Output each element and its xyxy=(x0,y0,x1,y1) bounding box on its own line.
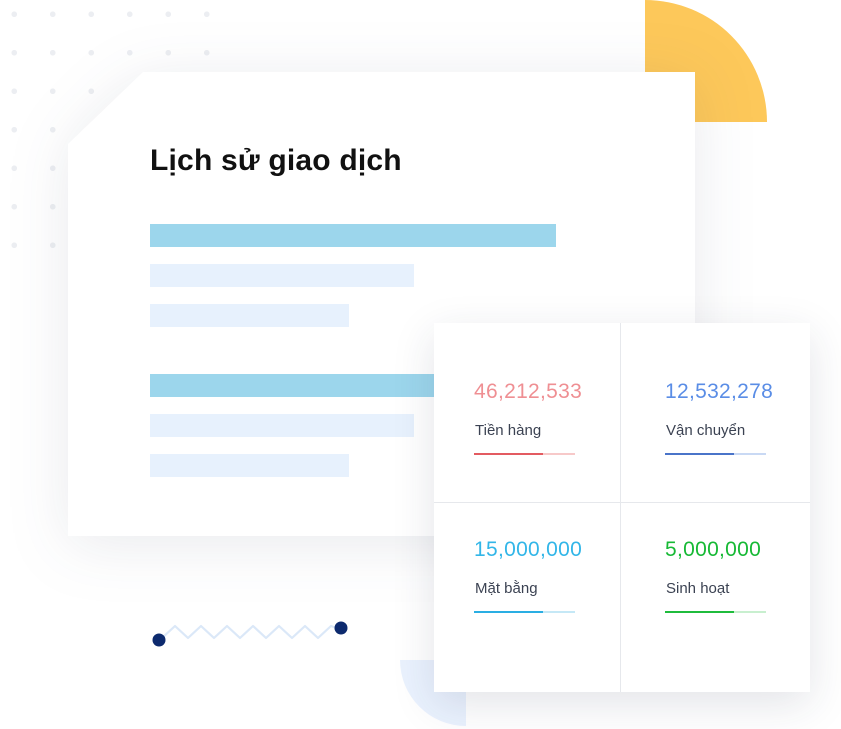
stat-progress-fill xyxy=(474,611,543,613)
placeholder-line xyxy=(150,374,440,397)
stat-label: Vận chuyển xyxy=(666,422,746,439)
placeholder-line xyxy=(150,304,349,327)
expense-stats-card: 46,212,533 Tiền hàng 12,532,278 Vận chuy… xyxy=(434,323,810,692)
stat-progress-track xyxy=(665,611,766,613)
stat-progress-track xyxy=(665,453,766,455)
stat-value: 12,532,278 xyxy=(665,380,774,403)
stat-label: Sinh hoạt xyxy=(666,580,730,597)
stat-sinh-hoat: 5,000,000 Sinh hoạt xyxy=(665,538,825,638)
squiggle-decoration xyxy=(152,621,348,647)
navy-dot-right-icon xyxy=(334,621,348,635)
stat-value: 15,000,000 xyxy=(474,538,583,561)
stat-progress-fill xyxy=(665,611,734,613)
stat-label: Tiền hàng xyxy=(475,422,542,439)
stat-progress-fill xyxy=(474,453,543,455)
navy-dot-left-icon xyxy=(152,633,166,647)
stat-mat-bang: 15,000,000 Mặt bằng xyxy=(474,538,634,638)
placeholder-line xyxy=(150,224,556,247)
history-title: Lịch sử giao dịch xyxy=(150,144,402,177)
divider-vertical xyxy=(620,323,621,692)
stat-progress-track xyxy=(474,453,575,455)
stat-value: 46,212,533 xyxy=(474,380,583,403)
stat-progress-track xyxy=(474,611,575,613)
stat-progress-fill xyxy=(665,453,734,455)
stat-van-chuyen: 12,532,278 Vận chuyển xyxy=(665,380,825,480)
stat-label: Mặt bằng xyxy=(475,580,538,597)
stat-tien-hang: 46,212,533 Tiền hàng xyxy=(474,380,634,480)
divider-horizontal xyxy=(434,502,810,503)
placeholder-line xyxy=(150,454,349,477)
placeholder-line xyxy=(150,264,414,287)
stat-value: 5,000,000 xyxy=(665,538,762,561)
placeholder-line xyxy=(150,414,414,437)
